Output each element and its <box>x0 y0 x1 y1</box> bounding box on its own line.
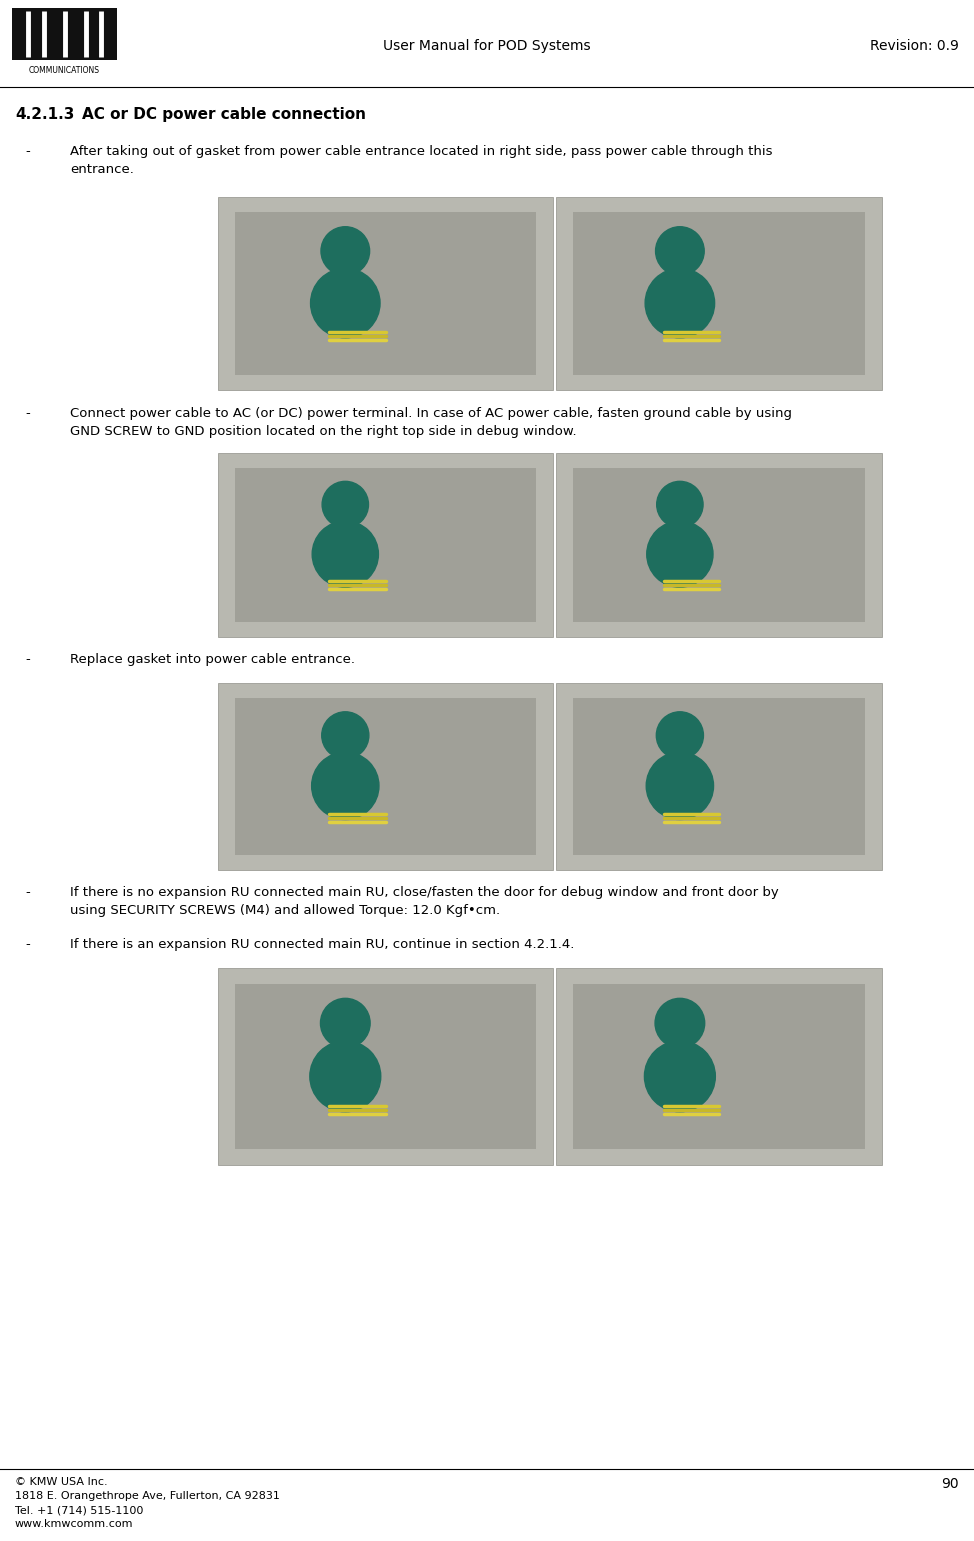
Bar <box>556 197 882 390</box>
Circle shape <box>656 481 703 527</box>
Circle shape <box>645 1040 715 1111</box>
Text: Connect power cable to AC (or DC) power terminal. In case of AC power cable, fas: Connect power cable to AC (or DC) power … <box>70 407 792 438</box>
Text: Revision: 0.9: Revision: 0.9 <box>870 39 959 52</box>
Circle shape <box>647 521 713 587</box>
Circle shape <box>310 1040 381 1111</box>
Text: COMMUNICATIONS: COMMUNICATIONS <box>29 66 100 76</box>
Bar <box>556 968 882 1165</box>
Text: -: - <box>25 653 30 666</box>
Bar <box>235 698 537 855</box>
Text: 90: 90 <box>942 1478 959 1492</box>
Circle shape <box>646 752 714 820</box>
Circle shape <box>321 712 369 758</box>
Bar <box>218 968 553 1165</box>
Bar <box>235 983 537 1150</box>
Bar <box>573 468 865 623</box>
Circle shape <box>313 521 379 587</box>
Text: www.kmwcomm.com: www.kmwcomm.com <box>15 1519 133 1529</box>
Text: -: - <box>25 886 30 898</box>
Text: -: - <box>25 938 30 951</box>
Text: If there is an expansion RU connected main RU, continue in section 4.2.1.4.: If there is an expansion RU connected ma… <box>70 938 575 951</box>
Bar <box>218 197 553 390</box>
Circle shape <box>656 712 703 758</box>
Bar <box>235 468 537 623</box>
Text: AC or DC power cable connection: AC or DC power cable connection <box>82 106 366 122</box>
Text: Tel. +1 (714) 515-1100: Tel. +1 (714) 515-1100 <box>15 1506 143 1515</box>
Bar <box>218 453 553 636</box>
Text: -: - <box>25 407 30 421</box>
Circle shape <box>322 481 368 527</box>
Circle shape <box>311 268 380 337</box>
Text: -: - <box>25 145 30 159</box>
Text: © KMW USA Inc.: © KMW USA Inc. <box>15 1478 107 1487</box>
Text: 4.2.1.3: 4.2.1.3 <box>15 106 74 122</box>
Bar <box>12 8 117 60</box>
Text: User Manual for POD Systems: User Manual for POD Systems <box>383 39 591 52</box>
Bar <box>573 983 865 1150</box>
Circle shape <box>320 999 370 1048</box>
Bar <box>556 453 882 636</box>
Text: If there is no expansion RU connected main RU, close/fasten the door for debug w: If there is no expansion RU connected ma… <box>70 886 779 917</box>
Text: 1818 E. Orangethrope Ave, Fullerton, CA 92831: 1818 E. Orangethrope Ave, Fullerton, CA … <box>15 1492 280 1501</box>
Circle shape <box>312 752 379 820</box>
Circle shape <box>645 268 715 337</box>
Circle shape <box>656 227 704 276</box>
Text: Replace gasket into power cable entrance.: Replace gasket into power cable entrance… <box>70 653 355 666</box>
Circle shape <box>656 999 705 1048</box>
Bar <box>573 213 865 374</box>
Bar <box>556 683 882 871</box>
Bar <box>573 698 865 855</box>
Bar <box>235 213 537 374</box>
Circle shape <box>321 227 369 276</box>
Text: After taking out of gasket from power cable entrance located in right side, pass: After taking out of gasket from power ca… <box>70 145 772 176</box>
Bar <box>218 683 553 871</box>
